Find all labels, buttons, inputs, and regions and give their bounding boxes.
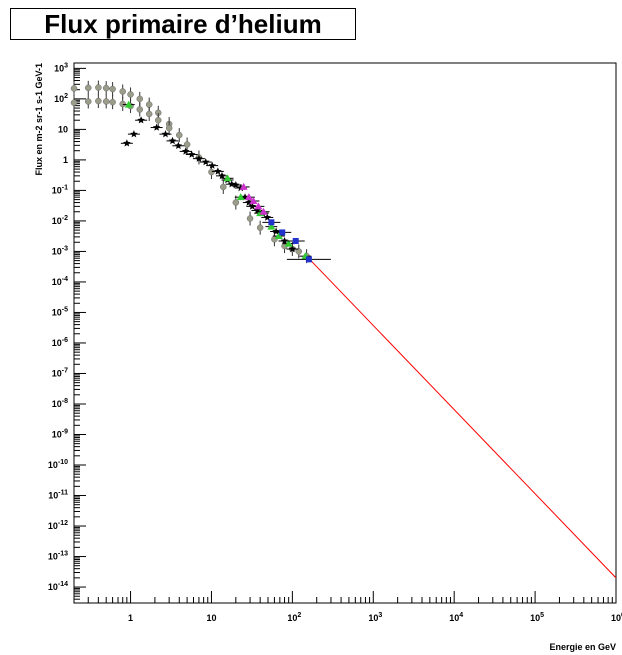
data-point — [165, 124, 173, 132]
data-point — [109, 85, 116, 93]
data-point — [292, 237, 299, 244]
data-point — [263, 213, 272, 221]
data-point — [136, 106, 144, 113]
data-point — [305, 256, 312, 263]
data-point — [208, 168, 215, 176]
data-point — [187, 150, 196, 158]
chart-title: Flux primaire d’helium — [44, 8, 322, 39]
x-tick-label: 106 — [611, 612, 622, 623]
y-tick-label: 10-9 — [52, 428, 68, 439]
data-point — [95, 84, 102, 91]
y-tick-label: 10-2 — [52, 215, 68, 226]
x-tick-label: 10 — [206, 613, 216, 623]
data-point — [119, 100, 126, 108]
data-point — [84, 98, 92, 105]
data-point — [70, 85, 78, 92]
data-point — [220, 183, 227, 191]
x-axis-label: Energie en GeV — [549, 642, 616, 652]
y-tick-label: 102 — [54, 93, 68, 104]
y-tick-label: 10-8 — [52, 398, 68, 409]
data-point — [124, 100, 133, 108]
data-point — [284, 239, 293, 247]
y-tick-label: 10-10 — [48, 459, 68, 470]
y-tick-label: 10-14 — [48, 581, 68, 592]
x-tick-label: 105 — [530, 612, 544, 623]
data-point — [279, 229, 286, 236]
x-tick-label: 103 — [368, 612, 382, 623]
data-point — [181, 147, 190, 155]
data-point — [254, 202, 263, 210]
y-tick-label: 1 — [63, 155, 68, 165]
x-tick-label: 1 — [128, 613, 133, 623]
data-point — [295, 248, 303, 255]
data-point — [245, 198, 253, 206]
data-point — [137, 116, 145, 124]
data-point — [246, 215, 254, 222]
data-point — [249, 196, 258, 204]
y-tick-label: 10-5 — [52, 306, 68, 317]
data-point — [268, 219, 275, 226]
data-point — [267, 222, 276, 230]
data-point — [244, 193, 253, 201]
data-point — [176, 131, 183, 139]
data-point — [174, 141, 183, 149]
y-tick-label: 10-4 — [52, 276, 68, 287]
data-point — [102, 98, 110, 105]
data-point — [127, 91, 134, 98]
x-tick-label: 102 — [287, 612, 301, 623]
data-point — [280, 237, 289, 245]
x-tick-label: 104 — [449, 612, 463, 623]
data-point — [236, 193, 245, 201]
data-point — [248, 202, 257, 210]
data-point — [102, 84, 110, 92]
data-point — [208, 161, 216, 169]
data-point — [259, 207, 268, 215]
data-point — [95, 97, 102, 105]
y-axis-label: Flux en m-2 sr-1 s-1 GeV-1 — [34, 63, 44, 176]
data-point — [109, 98, 116, 106]
y-tick-label: 10-1 — [52, 184, 68, 195]
y-tick-label: 10-13 — [48, 551, 68, 562]
chart-title-box: Flux primaire d’helium — [10, 8, 356, 40]
data-point — [288, 245, 297, 253]
data-point — [168, 136, 177, 145]
data-point — [183, 141, 191, 148]
data-point — [232, 199, 240, 206]
y-tick-label: 10-7 — [52, 367, 68, 378]
data-point — [274, 232, 283, 240]
data-point — [201, 158, 210, 166]
data-point — [136, 95, 144, 103]
data-point — [145, 101, 153, 108]
data-point — [84, 84, 92, 92]
data-point — [155, 116, 162, 124]
data-point — [145, 110, 153, 118]
data-point — [218, 171, 226, 180]
data-point — [223, 174, 232, 182]
y-tick-label: 10-11 — [48, 490, 68, 501]
data-point — [161, 130, 170, 138]
y-tick-label: 10-12 — [48, 520, 68, 531]
y-tick-label: 10-3 — [52, 245, 68, 256]
data-point — [239, 182, 248, 190]
power-law-fit-line — [306, 255, 617, 579]
data-point — [130, 130, 138, 138]
data-point — [70, 99, 78, 106]
plot-frame — [73, 62, 617, 604]
y-tick-label: 10 — [58, 124, 68, 134]
data-point — [195, 154, 203, 162]
data-point — [152, 123, 161, 131]
y-tick-label: 103 — [54, 62, 68, 73]
data-point — [227, 180, 236, 188]
data-point — [256, 224, 264, 231]
y-tick-label: 10-6 — [52, 337, 68, 348]
data-point — [214, 167, 222, 175]
data-point — [123, 139, 131, 147]
data-point — [119, 88, 126, 95]
